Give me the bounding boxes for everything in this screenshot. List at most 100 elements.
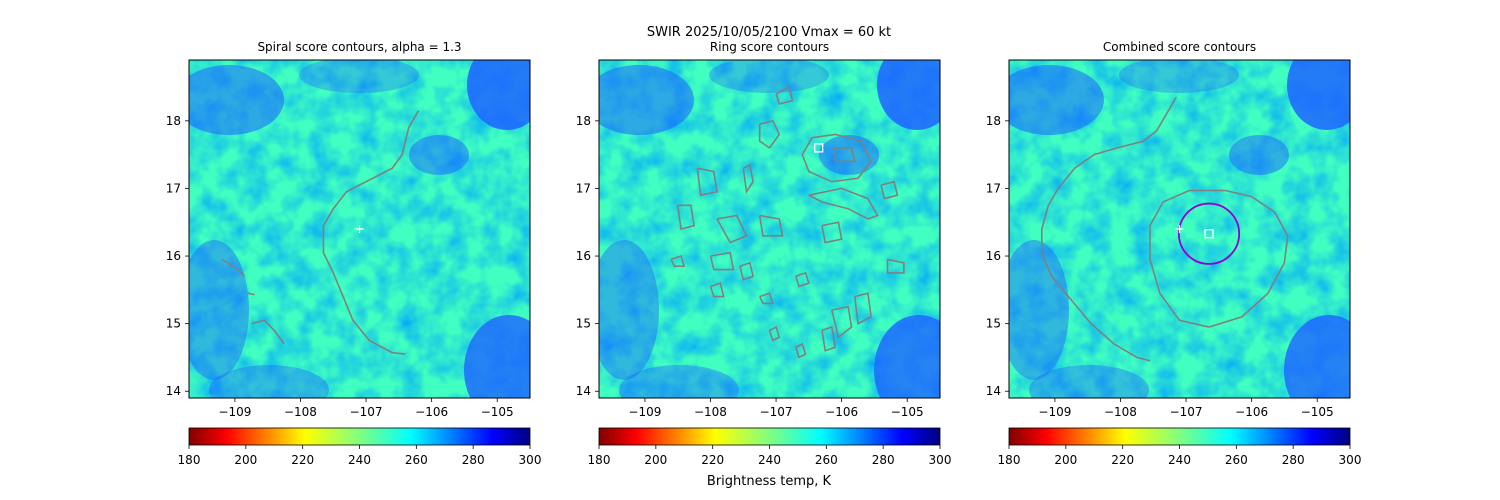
score-contour: [831, 305, 853, 339]
score-contour: [251, 319, 285, 345]
y-tick-label: 14: [986, 384, 1001, 398]
colorbar-tick-label: 300: [519, 453, 542, 467]
colorbar-tick-label: 260: [405, 453, 428, 467]
x-tick-label: −105: [481, 405, 514, 419]
x-tick-label: −106: [825, 405, 858, 419]
y-tick-label: 17: [986, 181, 1001, 195]
y-tick-label: 16: [166, 249, 181, 263]
y-tick-label: 15: [576, 317, 591, 331]
colorbar-tick-label: 220: [1111, 453, 1134, 467]
axes-frame: [1008, 59, 1351, 399]
panel-title: Combined score contours: [1103, 40, 1256, 54]
y-tick-label: 17: [576, 181, 591, 195]
colorbar-tick-label: 200: [644, 453, 667, 467]
colorbar-label: Brightness temp, K: [707, 474, 832, 489]
fit-circle: [1177, 202, 1241, 265]
axes-frame: [188, 59, 531, 399]
center-plus-marker: [1175, 225, 1184, 233]
colorbar-tick-label: 200: [234, 453, 257, 467]
y-tick-label: 18: [166, 114, 181, 128]
colorbar-gradient: [188, 427, 531, 446]
score-contour: [821, 325, 836, 352]
score-contour: [696, 167, 718, 197]
y-tick-label: 17: [166, 181, 181, 195]
y-tick-label: 16: [986, 249, 1001, 263]
score-contour: [758, 292, 774, 305]
colorbar-gradient: [598, 427, 941, 446]
colorbar-tick-label: 220: [291, 453, 314, 467]
colorbar-tick-label: 240: [1168, 453, 1191, 467]
score-contour: [758, 119, 781, 150]
colorbar-tick-label: 220: [701, 453, 724, 467]
colorbar-tick-label: 240: [758, 453, 781, 467]
x-tick-label: −107: [1170, 405, 1203, 419]
score-contour: [670, 254, 686, 267]
y-tick-label: 15: [166, 317, 181, 331]
y-tick-label: 14: [576, 384, 591, 398]
score-contour: [716, 214, 748, 244]
center-plus-marker: [355, 225, 364, 233]
y-tick-label: 18: [576, 114, 591, 128]
brightness-field: [1009, 60, 1350, 398]
score-contour: [709, 282, 725, 298]
score-contour: [768, 325, 781, 342]
colorbar-tick-label: 280: [462, 453, 485, 467]
score-contour: [834, 147, 856, 163]
score-contour: [758, 214, 784, 237]
colorbar: 180 200 220 240 260 280 300: [588, 427, 952, 467]
x-tick-label: −105: [1301, 405, 1334, 419]
score-contour: [221, 258, 246, 277]
score-contour: [322, 110, 420, 355]
score-contour: [886, 258, 905, 274]
colorbar-tick-label: 180: [178, 453, 201, 467]
y-tick-label: 16: [576, 249, 591, 263]
x-tick-label: −109: [218, 405, 251, 419]
score-contour: [676, 204, 696, 231]
score-contour: [794, 342, 807, 359]
x-tick-label: −108: [284, 405, 317, 419]
y-tick-label: 15: [986, 317, 1001, 331]
x-tick-label: −109: [1038, 405, 1071, 419]
score-contour: [880, 180, 899, 200]
brightness-field: [599, 60, 940, 398]
score-contour: [247, 292, 255, 296]
axes-frame: [598, 59, 941, 399]
score-contour: [821, 221, 843, 244]
figure-suptitle: SWIR 2025/10/05/2100 Vmax = 60 kt: [647, 25, 891, 40]
panel-title: Ring score contours: [710, 40, 829, 54]
panel-title: Spiral score contours, alpha = 1.3: [257, 40, 461, 54]
colorbar-tick-label: 300: [1339, 453, 1362, 467]
score-contour: [709, 251, 735, 271]
center-square-marker: [814, 143, 824, 153]
colorbar-tick-label: 260: [1225, 453, 1248, 467]
x-tick-label: −107: [350, 405, 383, 419]
colorbar-tick-label: 180: [588, 453, 611, 467]
colorbar-tick-label: 280: [1282, 453, 1305, 467]
brightness-field: [189, 60, 530, 398]
x-tick-label: −107: [760, 405, 793, 419]
x-tick-label: −109: [628, 405, 661, 419]
colorbar-tick-label: 260: [815, 453, 838, 467]
x-tick-label: −106: [1235, 405, 1268, 419]
score-contour: [742, 163, 754, 195]
colorbar-tick-label: 240: [348, 453, 371, 467]
center-square-marker: [1204, 229, 1214, 239]
score-contour: [808, 187, 879, 220]
panel-1: Spiral score contours, alpha = 1.3 −109 −1…: [166, 40, 542, 467]
colorbar-tick-label: 180: [998, 453, 1021, 467]
x-tick-label: −108: [694, 405, 727, 419]
y-tick-label: 14: [166, 384, 181, 398]
panel-3: Combined score contours −109 −108 −107 −106 −…: [986, 40, 1362, 467]
score-contour: [1041, 96, 1177, 362]
score-contour: [1149, 189, 1289, 328]
score-contour: [801, 133, 873, 183]
colorbar: 180 200 220 240 260 280 300: [998, 427, 1362, 467]
colorbar-tick-label: 300: [929, 453, 952, 467]
score-contour: [739, 261, 755, 281]
colorbar-gradient: [1008, 427, 1351, 446]
panel-2: Ring score contours −109 −108 −107 −106 −105 1…: [576, 40, 952, 467]
score-contour: [775, 85, 794, 105]
colorbar-tick-label: 200: [1054, 453, 1077, 467]
x-tick-label: −108: [1104, 405, 1137, 419]
